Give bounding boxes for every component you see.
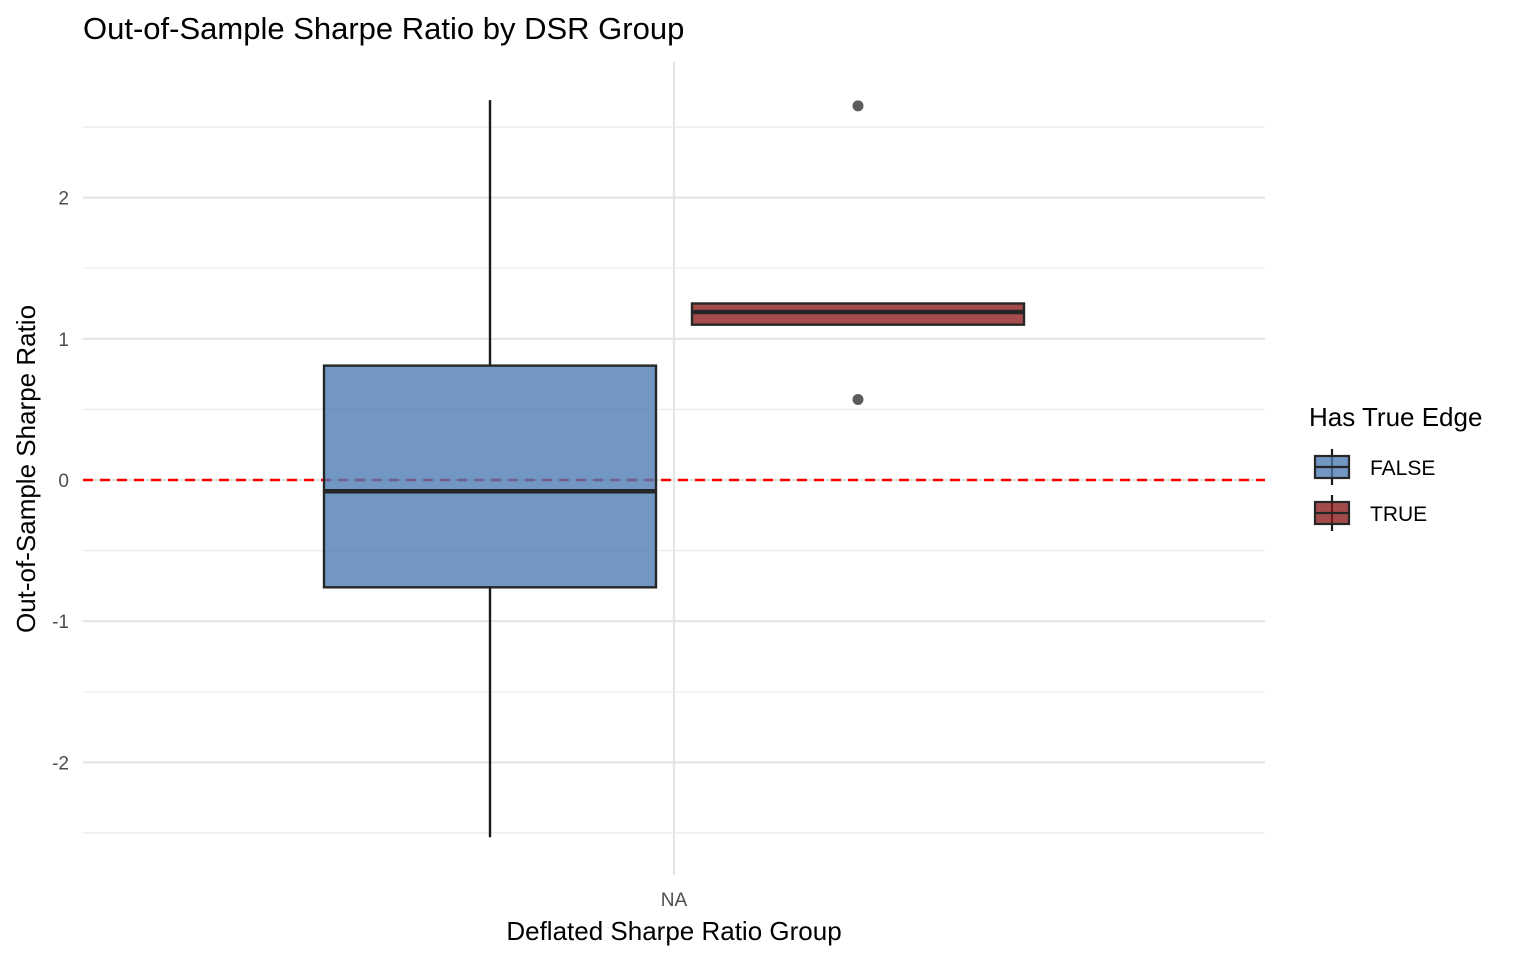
grid-lines (83, 62, 1265, 875)
x-tick-label: NA (661, 890, 688, 911)
box-false (322, 100, 658, 838)
legend-item-false: FALSE (1313, 449, 1435, 485)
y-axis-title: Out-of-Sample Sharpe Ratio (11, 305, 41, 633)
legend: Has True Edge FALSE TRUE (1309, 402, 1482, 531)
x-axis-ticks: NA (661, 890, 688, 911)
chart-title: Out-of-Sample Sharpe Ratio by DSR Group (83, 11, 684, 46)
box-true (690, 100, 1026, 406)
legend-label: TRUE (1370, 503, 1427, 526)
x-axis-title: Deflated Sharpe Ratio Group (506, 916, 841, 946)
outlier-point (852, 394, 864, 406)
y-tick-label: -2 (52, 753, 69, 774)
legend-item-true: TRUE (1313, 495, 1427, 531)
legend-items: FALSE TRUE (1313, 449, 1435, 531)
y-tick-label: 0 (58, 471, 69, 492)
y-tick-label: 1 (58, 330, 69, 351)
legend-title: Has True Edge (1309, 402, 1482, 432)
box-iqr (322, 364, 658, 589)
y-axis-ticks: -2 -1 0 1 2 (52, 189, 69, 775)
outlier-point (852, 100, 864, 112)
box-layer (322, 100, 1026, 838)
y-tick-label: 2 (58, 189, 69, 210)
y-tick-label: -1 (52, 612, 69, 633)
legend-label: FALSE (1370, 457, 1435, 480)
